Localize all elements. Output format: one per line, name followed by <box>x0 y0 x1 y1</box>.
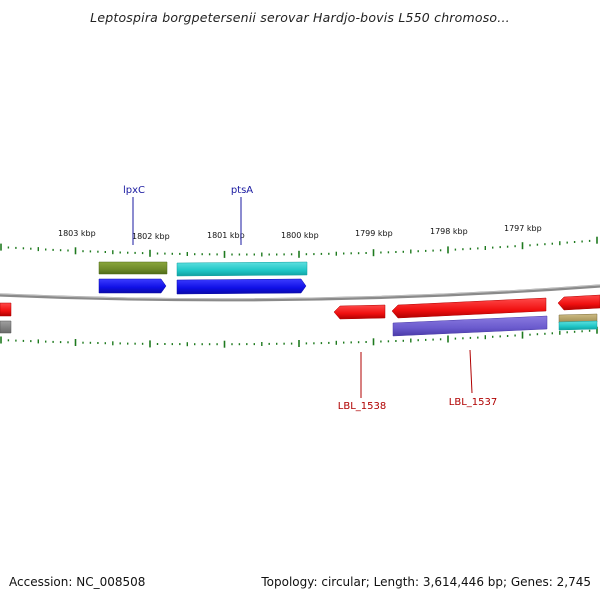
features-reverse-outer <box>392 313 598 337</box>
lpxC-gene[interactable] <box>98 278 167 294</box>
gene-label-lpxC[interactable]: lpxC <box>123 185 145 245</box>
gene-label-LBL_1538[interactable]: LBL_1538 <box>338 352 386 412</box>
ruler-label: 1803 kbp <box>58 229 96 238</box>
chromosome-backbone <box>0 284 600 302</box>
ruler-label: 1797 kbp <box>504 224 542 233</box>
gene-name: LBL_1538 <box>338 401 386 412</box>
gene-feature[interactable] <box>176 261 308 277</box>
ruler-labels: 1803 kbp 1802 kbp 1801 kbp 1800 kbp 1799… <box>58 224 542 241</box>
gene-feature[interactable] <box>0 320 12 334</box>
gene-name: lpxC <box>123 185 145 196</box>
tick-marks-lower <box>0 326 598 348</box>
gene-name: LBL_1537 <box>449 397 497 408</box>
features-reverse-inner <box>333 294 600 320</box>
features-forward-inner <box>98 278 307 295</box>
gene-label-ptsA[interactable]: ptsA <box>231 185 253 245</box>
gene-name: ptsA <box>231 185 253 196</box>
accession-text: Accession: NC_008508 <box>9 575 146 589</box>
ruler-label: 1799 kbp <box>355 229 393 238</box>
gene-feature[interactable] <box>392 315 548 337</box>
ruler-label: 1802 kbp <box>132 232 170 241</box>
ruler-label: 1800 kbp <box>281 231 319 240</box>
map-title: Leptospira borgpetersenii serovar Hardjo… <box>90 10 510 25</box>
genome-summary-text: Topology: circular; Length: 3,614,446 bp… <box>261 575 591 589</box>
LBL_1537-gene[interactable] <box>391 297 547 319</box>
ruler-label: 1798 kbp <box>430 227 468 236</box>
ruler-label: 1801 kbp <box>207 231 245 240</box>
gene-label-LBL_1537[interactable]: LBL_1537 <box>449 349 497 408</box>
ptsA-gene[interactable] <box>176 278 307 295</box>
tick-marks-upper <box>0 236 598 258</box>
gene-feature[interactable] <box>557 294 600 311</box>
gene-feature[interactable] <box>98 261 168 275</box>
LBL_1538-gene[interactable] <box>333 304 386 320</box>
features-forward-outer <box>98 261 308 277</box>
gene-feature[interactable] <box>0 302 12 317</box>
gene-feature[interactable] <box>558 320 598 331</box>
